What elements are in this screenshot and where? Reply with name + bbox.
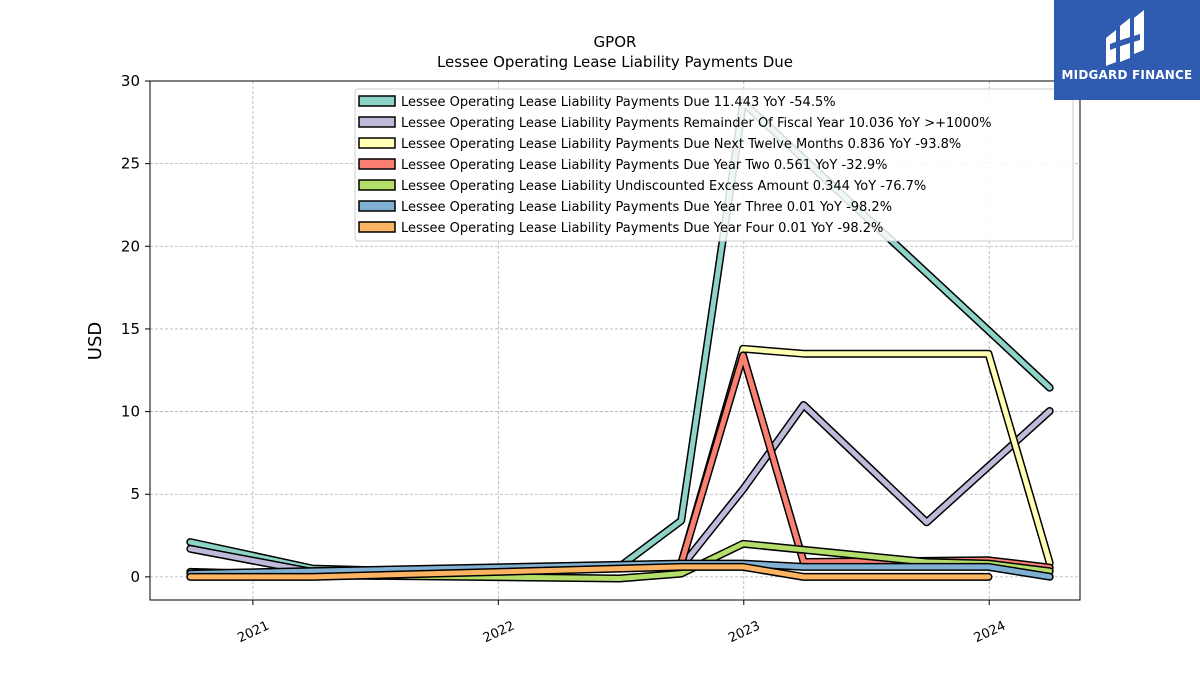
legend-swatch xyxy=(358,179,396,191)
legend-entry: Lessee Operating Lease Liability Payment… xyxy=(401,200,892,215)
chart-title-line2: Lessee Operating Lease Liability Payment… xyxy=(437,53,793,71)
y-tick-label: 20 xyxy=(121,237,140,255)
y-tick-label: 30 xyxy=(121,72,140,90)
legend-entry: Lessee Operating Lease Liability Payment… xyxy=(401,221,883,236)
x-tick-label: 2022 xyxy=(481,619,517,647)
y-axis-label: USD xyxy=(85,322,106,360)
series-lines xyxy=(186,98,1054,583)
x-tick-label: 2021 xyxy=(235,619,271,647)
legend: Lessee Operating Lease Liability Payment… xyxy=(354,88,1074,242)
y-tick-label: 25 xyxy=(121,155,140,173)
y-tick-label: 0 xyxy=(130,568,140,586)
y-tick-label: 15 xyxy=(121,320,140,338)
legend-entry: Lessee Operating Lease Liability Payment… xyxy=(401,116,991,131)
legend-swatch xyxy=(358,221,396,233)
x-tick-label: 2024 xyxy=(972,619,1008,647)
y-ticks: 0 5 10 15 20 25 30 xyxy=(121,72,150,586)
legend-entry: Lessee Operating Lease Liability Payment… xyxy=(401,95,836,110)
legend-entry: Lessee Operating Lease Liability Payment… xyxy=(401,137,961,152)
chart-title-line1: GPOR xyxy=(594,33,637,51)
legend-swatch xyxy=(358,137,396,149)
y-tick-label: 5 xyxy=(130,485,140,503)
brand-name: MIDGARD FINANCE xyxy=(1061,68,1193,82)
series-outline xyxy=(186,401,1054,576)
x-ticks: 2021 2022 2023 2024 xyxy=(235,600,1008,646)
legend-swatch xyxy=(358,95,396,107)
legend-entry: Lessee Operating Lease Liability Payment… xyxy=(401,158,887,173)
legend-swatch xyxy=(358,158,396,170)
series-line xyxy=(187,564,991,580)
legend-entry: Lessee Operating Lease Liability Undisco… xyxy=(401,179,926,194)
y-tick-label: 10 xyxy=(121,403,140,421)
logo-mark-icon xyxy=(1106,10,1144,66)
legend-box xyxy=(354,88,1074,242)
legend-swatch xyxy=(358,116,396,128)
plot-frame xyxy=(149,80,1081,601)
brand-logo: MIDGARD FINANCE xyxy=(1054,0,1200,100)
legend-swatch xyxy=(358,200,396,212)
x-tick-label: 2023 xyxy=(726,619,762,647)
series-line xyxy=(187,402,1053,575)
